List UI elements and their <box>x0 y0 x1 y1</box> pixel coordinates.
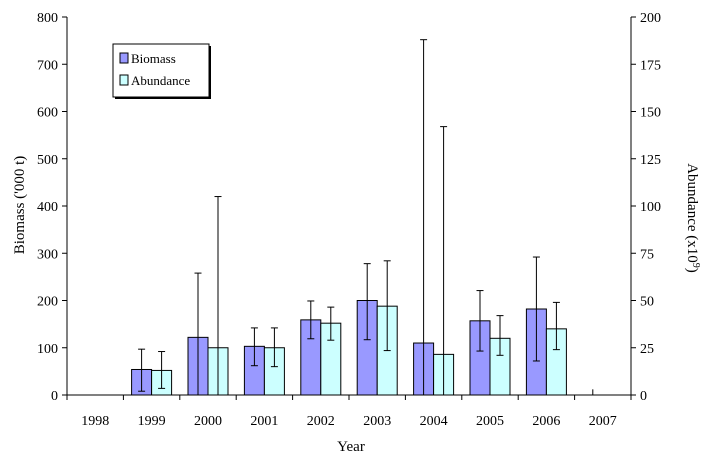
x-tick-label: 2006 <box>532 414 560 429</box>
axes-layer: 0 100 200 300 400 500 600 700 800 0 25 50 75 100 125 15… <box>37 11 661 429</box>
legend: Biomass Abundance <box>112 43 211 99</box>
y2-tick-label: 25 <box>640 342 654 357</box>
y2-tick-label: 100 <box>640 200 661 215</box>
y2-tick-label: 0 <box>640 389 647 404</box>
legend-swatch-abundance <box>119 74 129 86</box>
y2-axis-title-suffix: ) <box>684 268 700 273</box>
legend-label-biomass: Biomass <box>131 51 176 66</box>
y-tick-label: 300 <box>37 247 58 262</box>
x-tick-label: 2002 <box>307 414 335 429</box>
y-tick-label: 600 <box>37 106 58 121</box>
x-tick-label: 2000 <box>194 414 222 429</box>
y2-tick-label: 75 <box>640 247 654 262</box>
y2-axis-title-base: Abundance (x10 <box>684 163 700 263</box>
x-tick-label: 2001 <box>250 414 278 429</box>
x-tick-label: 2004 <box>420 414 448 429</box>
error-bar-layer <box>138 39 594 395</box>
y2-tick-label: 200 <box>640 11 661 26</box>
y2-tick-label: 125 <box>640 153 661 168</box>
y-tick-label: 100 <box>37 342 58 357</box>
bar-layer <box>131 300 567 396</box>
y-tick-label: 700 <box>37 58 58 73</box>
x-tick-label: 1998 <box>81 414 109 429</box>
y-tick-label: 200 <box>37 295 58 310</box>
y2-axis-title: Abundance (x109) <box>684 163 702 273</box>
legend-frame <box>112 43 210 98</box>
x-tick-label: 1999 <box>138 414 166 429</box>
x-tick-label: 2007 <box>589 414 617 429</box>
y-tick-label: 500 <box>37 153 58 168</box>
x-axis-title: Year <box>337 439 365 455</box>
x-tick-label: 2005 <box>476 414 504 429</box>
y2-axis-title-exponent: 9 <box>691 263 702 268</box>
y2-tick-label: 175 <box>640 58 661 73</box>
y-tick-label: 400 <box>37 200 58 215</box>
y-axis-title: Biomass ('000 t) <box>12 156 28 255</box>
y2-tick-label: 150 <box>640 106 661 121</box>
y-tick-label: 0 <box>51 389 58 404</box>
legend-label-abundance: Abundance <box>131 73 190 88</box>
y-tick-label: 800 <box>37 11 58 26</box>
y2-tick-label: 50 <box>640 295 654 310</box>
legend-swatch-biomass <box>119 52 129 64</box>
x-tick-label: 2003 <box>363 414 391 429</box>
